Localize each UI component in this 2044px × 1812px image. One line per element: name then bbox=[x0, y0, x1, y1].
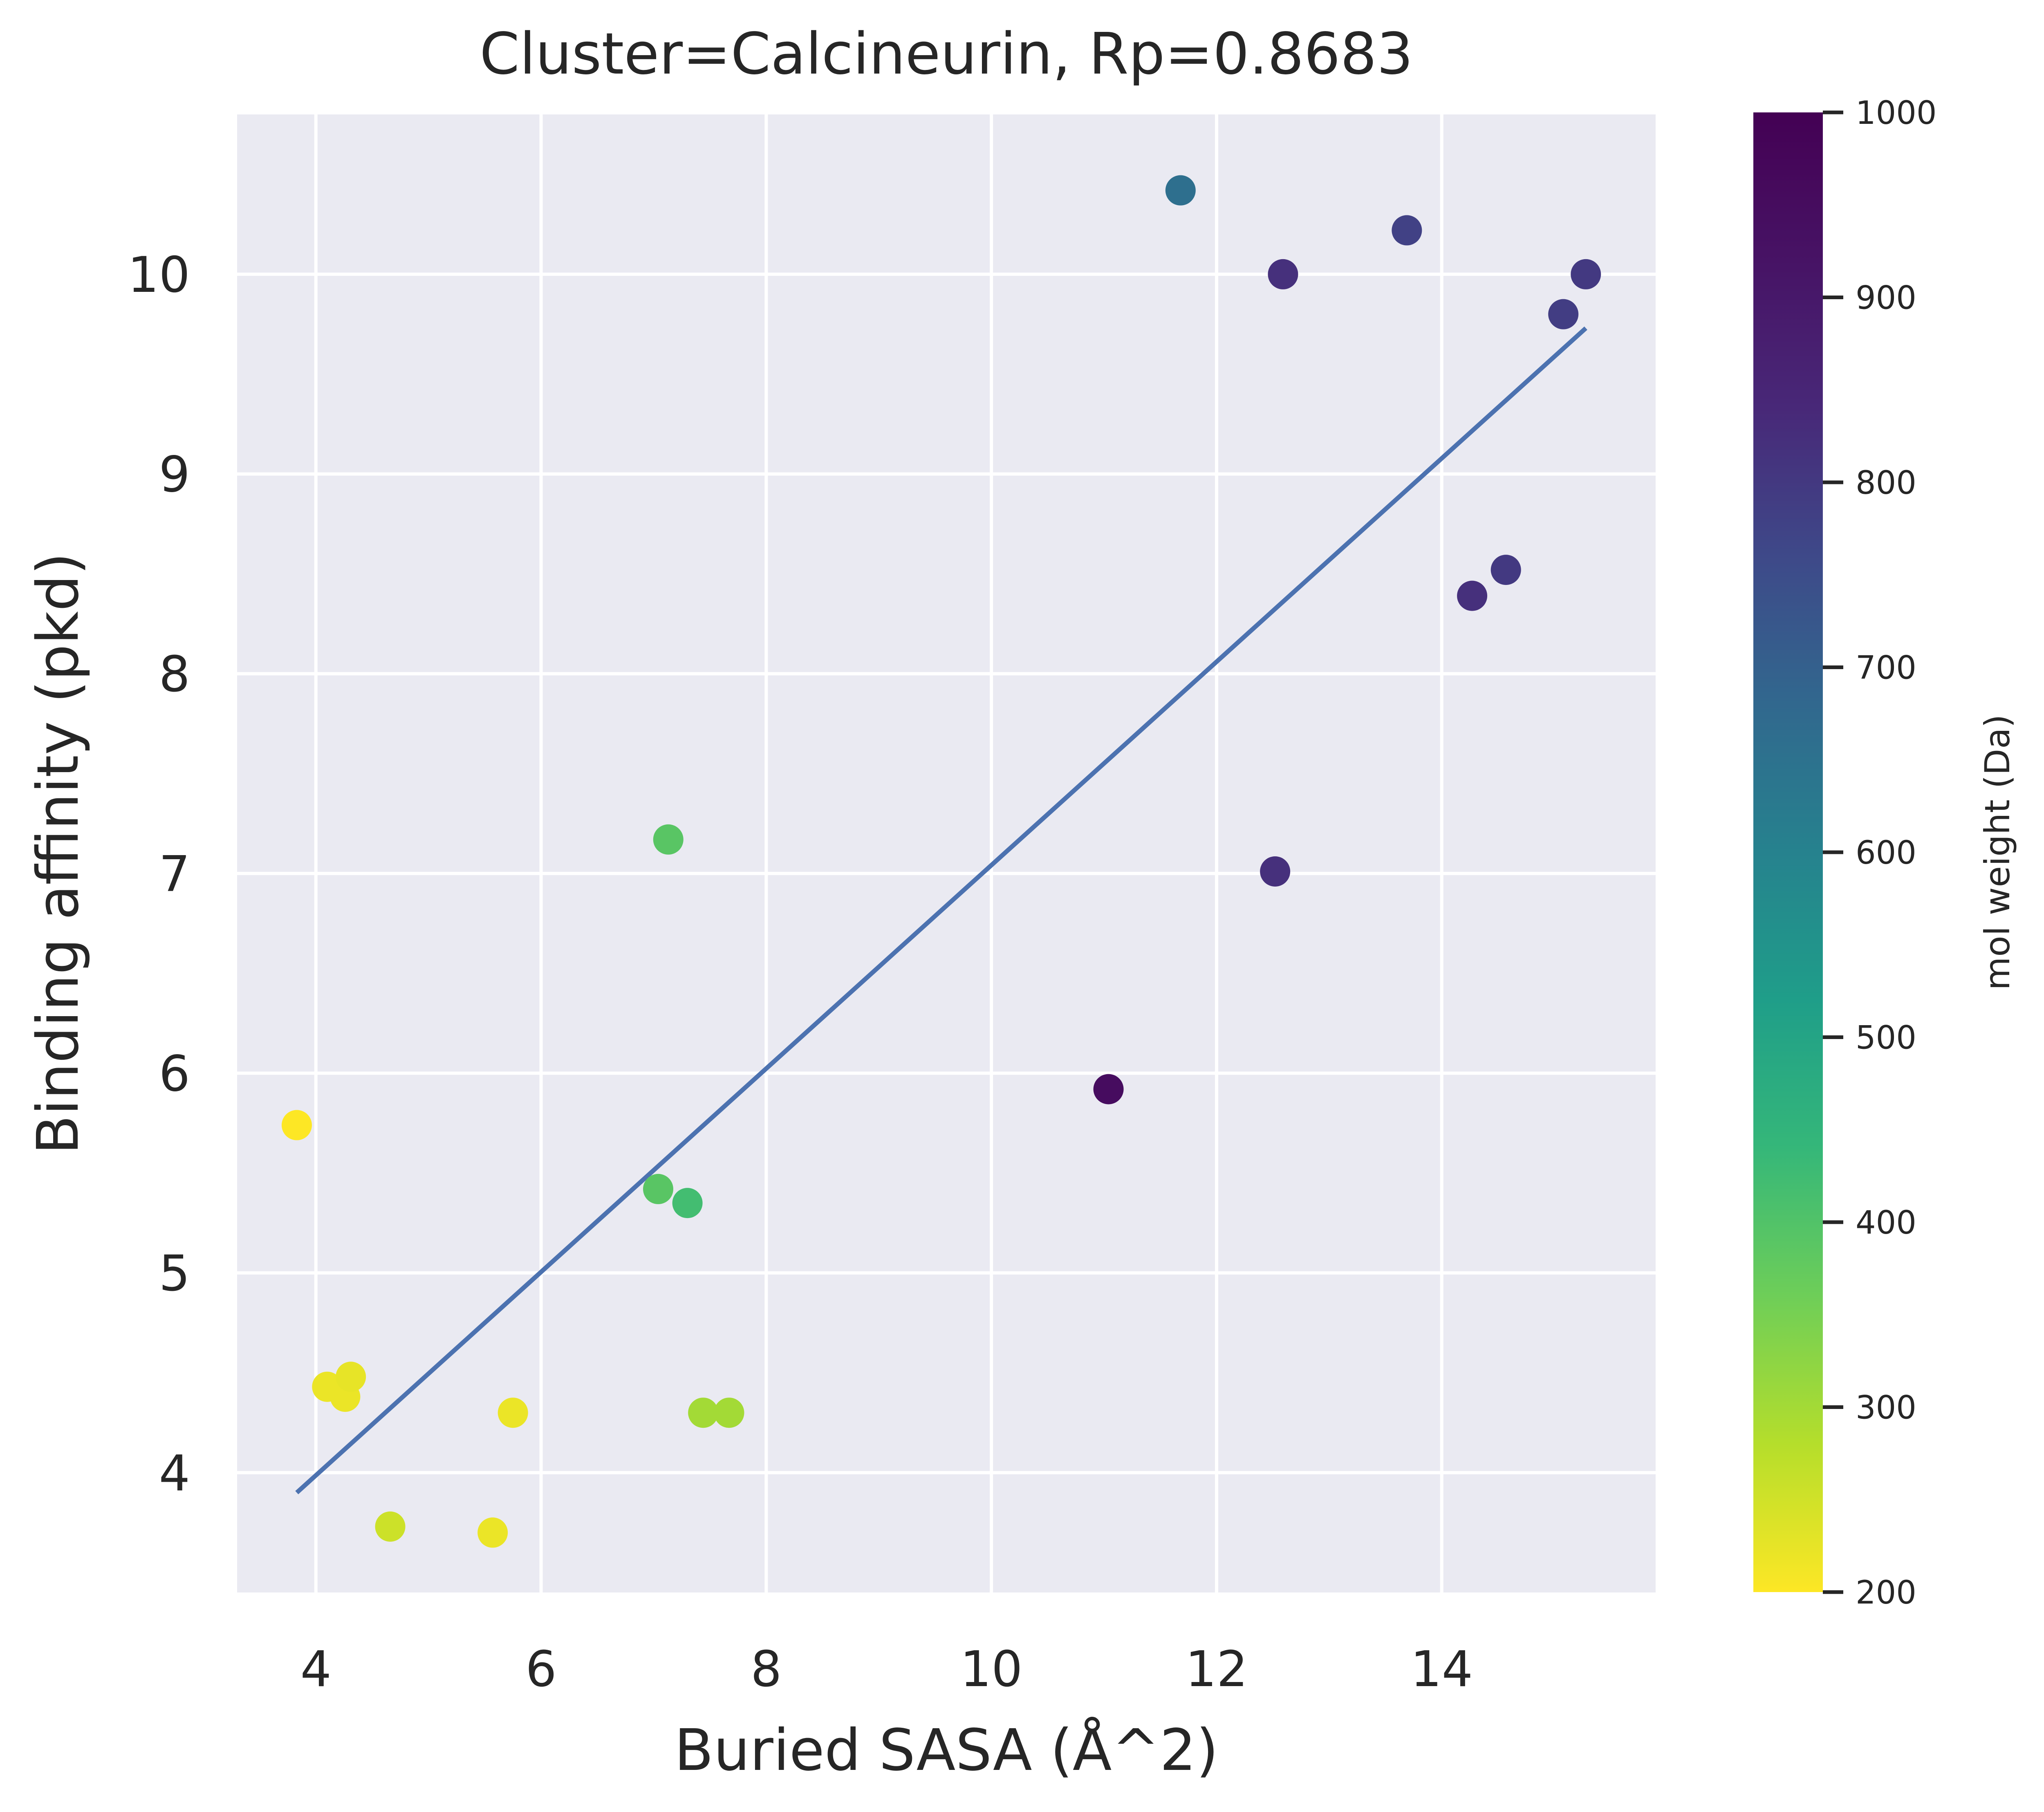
y-tick-labels: 4 5 6 7 8 9 10 bbox=[128, 247, 190, 1502]
x-tick-label: 10 bbox=[960, 1641, 1023, 1698]
colorbar-tick-label: 700 bbox=[1856, 650, 1916, 687]
scatter-point bbox=[498, 1398, 528, 1428]
x-tick-label: 6 bbox=[525, 1641, 556, 1698]
scatter-point bbox=[714, 1398, 744, 1428]
y-axis-label: Binding affinity (pkd) bbox=[25, 553, 92, 1155]
x-tick-label: 4 bbox=[300, 1641, 332, 1698]
y-tick-label: 7 bbox=[159, 846, 190, 903]
scatter-point bbox=[1392, 215, 1422, 246]
scatter-point bbox=[672, 1188, 703, 1218]
colorbar-label: mol weight (Da) bbox=[1977, 714, 2017, 990]
scatter-point bbox=[1457, 580, 1488, 611]
x-tick-labels: 4 6 8 10 12 14 bbox=[300, 1641, 1473, 1698]
colorbar-tick-label: 1000 bbox=[1856, 95, 1937, 132]
scatter-point bbox=[336, 1362, 366, 1392]
colorbar-tick-label: 200 bbox=[1856, 1575, 1916, 1611]
points-layer bbox=[281, 175, 1601, 1548]
y-tick-label: 4 bbox=[159, 1445, 190, 1502]
scatter-point bbox=[1165, 175, 1196, 206]
colorbar-ticks: 200 300 400 500 600 700 800 900 1000 bbox=[1823, 95, 1937, 1611]
scatter-point bbox=[477, 1517, 508, 1548]
colorbar-tick-label: 900 bbox=[1856, 280, 1916, 317]
scatter-point bbox=[653, 824, 684, 855]
scatter-point bbox=[1490, 555, 1521, 585]
x-axis-label: Buried SASA (Å^2) bbox=[674, 1716, 1218, 1784]
grid bbox=[237, 114, 1656, 1592]
colorbar-tick-label: 600 bbox=[1856, 835, 1916, 871]
scatter-point bbox=[688, 1398, 719, 1428]
scatter-point bbox=[375, 1511, 406, 1542]
chart-title: Cluster=Calcineurin, Rp=0.8683 bbox=[480, 21, 1413, 87]
plot-background bbox=[237, 114, 1656, 1592]
colorbar-tick-label: 500 bbox=[1856, 1020, 1916, 1057]
colorbar-tick-label: 400 bbox=[1856, 1205, 1916, 1241]
x-tick-label: 14 bbox=[1410, 1641, 1473, 1698]
scatter-point bbox=[1571, 259, 1601, 289]
scatter-point bbox=[1093, 1074, 1124, 1104]
colorbar bbox=[1753, 112, 1823, 1592]
y-tick-label: 6 bbox=[159, 1046, 190, 1103]
scatter-point bbox=[1268, 259, 1298, 289]
y-tick-label: 5 bbox=[159, 1245, 190, 1302]
y-tick-label: 8 bbox=[159, 646, 190, 703]
colorbar-tick-label: 300 bbox=[1856, 1390, 1916, 1427]
y-tick-label: 9 bbox=[159, 447, 190, 504]
scatter-point bbox=[1548, 299, 1579, 329]
fit-line bbox=[295, 326, 1587, 1494]
x-tick-label: 12 bbox=[1186, 1641, 1248, 1698]
y-tick-label: 10 bbox=[128, 247, 190, 304]
scatter-point bbox=[1260, 856, 1291, 887]
x-tick-label: 8 bbox=[751, 1641, 782, 1698]
scatter-point bbox=[281, 1110, 312, 1140]
scatter-point bbox=[643, 1174, 673, 1204]
colorbar-tick-label: 800 bbox=[1856, 465, 1916, 502]
fit-line-layer bbox=[295, 326, 1587, 1494]
